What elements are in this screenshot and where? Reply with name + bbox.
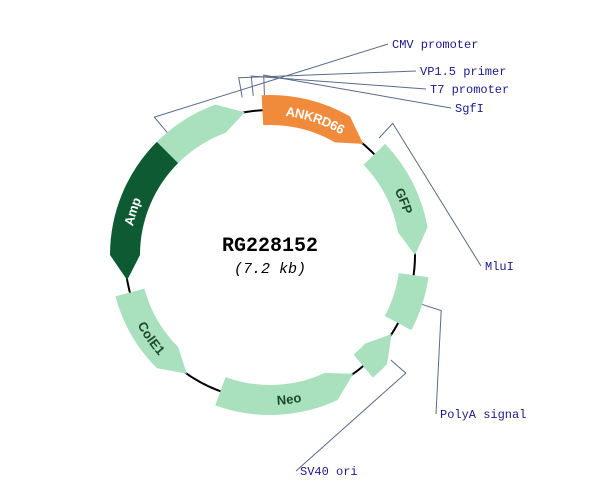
callout-label-t7: T7 promoter [430,83,509,97]
segment-polya [385,273,429,330]
callout-line-polya-signal [422,304,441,414]
callout-label-polya-signal: PolyA signal [440,408,526,422]
segment-amp [110,142,178,280]
segment-sv40 [354,334,392,378]
callout-label-sv40-ori: SV40 ori [300,465,358,479]
callout-label-vp15: VP1.5 primer [420,65,506,79]
plasmid-size: (7.2 kb) [234,261,306,278]
plasmid-map: ANKRD66GFPNeoColE1AmpCMV promoterVP1.5 p… [0,0,600,504]
callout-label-cmv-promoter: CMV promoter [392,38,478,52]
callout-label-mlui: MluI [485,260,514,274]
callout-label-sgfi: SgfI [455,102,484,116]
plasmid-name: RG228152 [222,235,318,258]
